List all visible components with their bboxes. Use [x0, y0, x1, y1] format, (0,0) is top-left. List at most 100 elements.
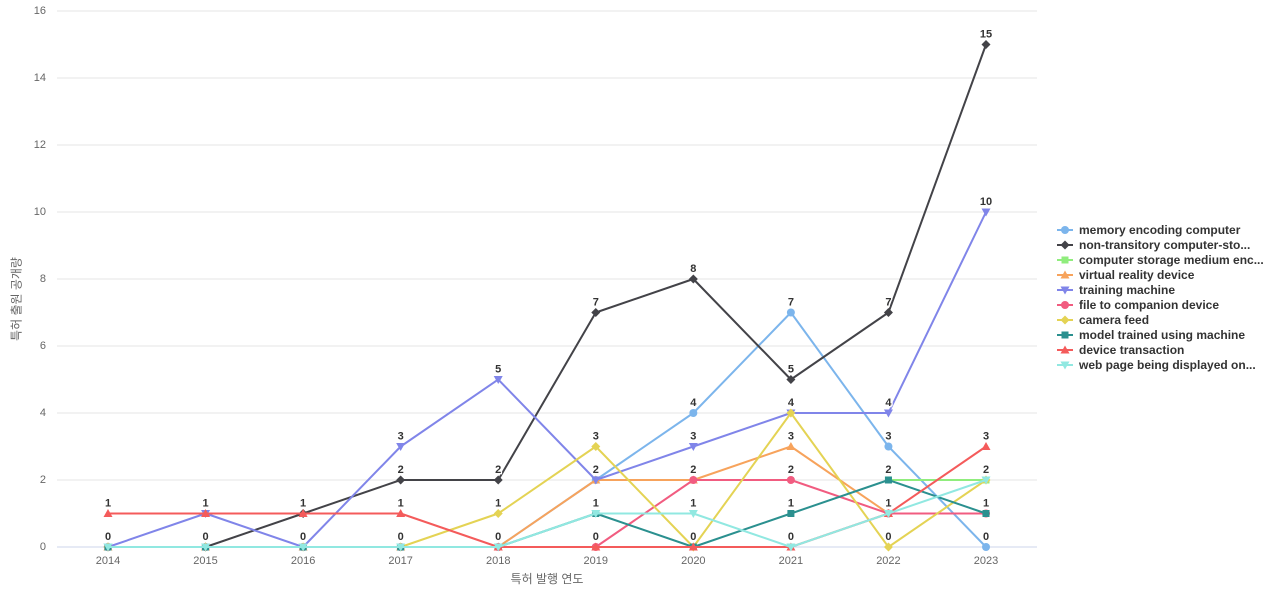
data-point[interactable] — [298, 509, 308, 517]
legend-item-3[interactable]: virtual reality device — [1056, 267, 1264, 282]
legend-marker — [1061, 300, 1069, 309]
data-point[interactable] — [981, 40, 991, 49]
data-point[interactable] — [591, 476, 601, 485]
legend-marker — [1060, 270, 1070, 278]
data-point[interactable] — [298, 543, 308, 552]
data-point[interactable] — [786, 408, 796, 418]
legend-item-6[interactable]: camera feed — [1056, 312, 1264, 327]
data-point[interactable] — [396, 443, 406, 451]
series-line-1 — [107, 43, 988, 548]
legend-label: web page being displayed on... — [1079, 357, 1256, 372]
data-label: 0 — [300, 531, 306, 543]
legend-item-0[interactable]: memory encoding computer — [1056, 222, 1264, 237]
square-legend-icon — [1057, 256, 1073, 263]
data-point[interactable] — [689, 476, 698, 484]
x-tick-label: 2017 — [388, 555, 413, 567]
x-tick-label: 2023 — [973, 555, 999, 567]
legend-marker — [1060, 286, 1070, 294]
data-point[interactable] — [493, 475, 503, 485]
data-label: 3 — [885, 431, 891, 443]
data-point[interactable] — [688, 542, 698, 551]
data-point[interactable] — [688, 274, 698, 284]
data-label: 1 — [300, 498, 306, 510]
legend-item-1[interactable]: non-transitory computer-sto... — [1056, 237, 1264, 252]
data-point[interactable] — [786, 308, 795, 317]
data-label: 2 — [788, 464, 794, 476]
y-tick-label: 8 — [39, 273, 46, 285]
x-tick-label: 2021 — [778, 555, 804, 567]
legend-item-5[interactable]: file to companion device — [1056, 297, 1264, 312]
data-point[interactable] — [201, 509, 211, 517]
legend-item-9[interactable]: web page being displayed on... — [1056, 357, 1264, 372]
data-point[interactable] — [786, 375, 796, 384]
data-point[interactable] — [591, 542, 601, 551]
y-tick-label: 6 — [39, 340, 46, 352]
data-point[interactable] — [786, 442, 796, 450]
data-point[interactable] — [982, 510, 990, 517]
data-point[interactable] — [493, 543, 503, 552]
legend-item-2[interactable]: computer storage medium enc... — [1056, 252, 1264, 267]
data-point[interactable] — [883, 542, 893, 552]
data-point[interactable] — [103, 509, 113, 517]
circle-legend-icon — [1057, 225, 1073, 234]
legend-marker — [1061, 225, 1069, 234]
data-label: 1 — [593, 498, 599, 510]
data-label: 10 — [980, 196, 992, 208]
data-label: 1 — [885, 498, 891, 510]
data-point[interactable] — [883, 510, 893, 518]
data-label: 5 — [788, 364, 794, 376]
legend-label: file to companion device — [1079, 297, 1220, 312]
data-point[interactable] — [787, 510, 795, 517]
data-point[interactable] — [884, 442, 893, 451]
legend-label: non-transitory computer-sto... — [1079, 237, 1251, 252]
data-label: 2 — [690, 464, 696, 476]
data-point[interactable] — [688, 510, 698, 518]
data-label: 0 — [105, 531, 111, 543]
data-point[interactable] — [981, 442, 991, 450]
data-label: 4 — [788, 397, 795, 409]
data-point[interactable] — [689, 409, 698, 417]
data-label: 2 — [593, 464, 599, 476]
data-point[interactable] — [591, 442, 601, 451]
legend-label: camera feed — [1079, 312, 1150, 327]
data-point[interactable] — [396, 475, 406, 485]
y-tick-label: 10 — [33, 206, 46, 218]
data-point[interactable] — [883, 409, 893, 418]
legend-item-7[interactable]: model trained using machine — [1056, 327, 1264, 342]
data-point[interactable] — [981, 208, 991, 217]
data-point[interactable] — [884, 476, 892, 484]
data-point[interactable] — [103, 543, 113, 552]
legend: memory encoding computer non-transitory c… — [1056, 222, 1264, 372]
data-point[interactable] — [883, 308, 893, 317]
data-label: 1 — [690, 498, 696, 510]
data-label: 2 — [885, 464, 891, 476]
series-line-4 — [107, 211, 988, 548]
data-point[interactable] — [396, 509, 406, 517]
data-point[interactable] — [786, 476, 795, 484]
data-label: 2 — [495, 464, 501, 476]
data-point[interactable] — [688, 443, 698, 451]
data-point[interactable] — [493, 376, 503, 384]
legend-item-8[interactable]: device transaction — [1056, 342, 1264, 357]
data-label: 7 — [788, 297, 794, 309]
data-label: 4 — [885, 397, 892, 409]
data-point[interactable] — [981, 476, 991, 485]
triangle-down-legend-icon — [1057, 361, 1073, 369]
legend-label: memory encoding computer — [1079, 222, 1241, 237]
data-point[interactable] — [982, 543, 991, 551]
data-label: 7 — [885, 297, 891, 309]
data-point[interactable] — [591, 510, 601, 518]
x-tick-label: 2018 — [485, 555, 511, 567]
data-label: 4 — [690, 397, 697, 409]
data-point[interactable] — [591, 308, 601, 317]
data-point[interactable] — [786, 543, 796, 552]
data-point[interactable] — [396, 543, 406, 552]
square-legend-icon — [1057, 331, 1073, 338]
data-label: 0 — [202, 531, 208, 543]
data-label: 0 — [398, 531, 404, 543]
data-point[interactable] — [201, 543, 211, 552]
legend-item-4[interactable]: training machine — [1056, 282, 1264, 297]
data-label: 0 — [593, 531, 599, 543]
data-point[interactable] — [493, 509, 503, 518]
